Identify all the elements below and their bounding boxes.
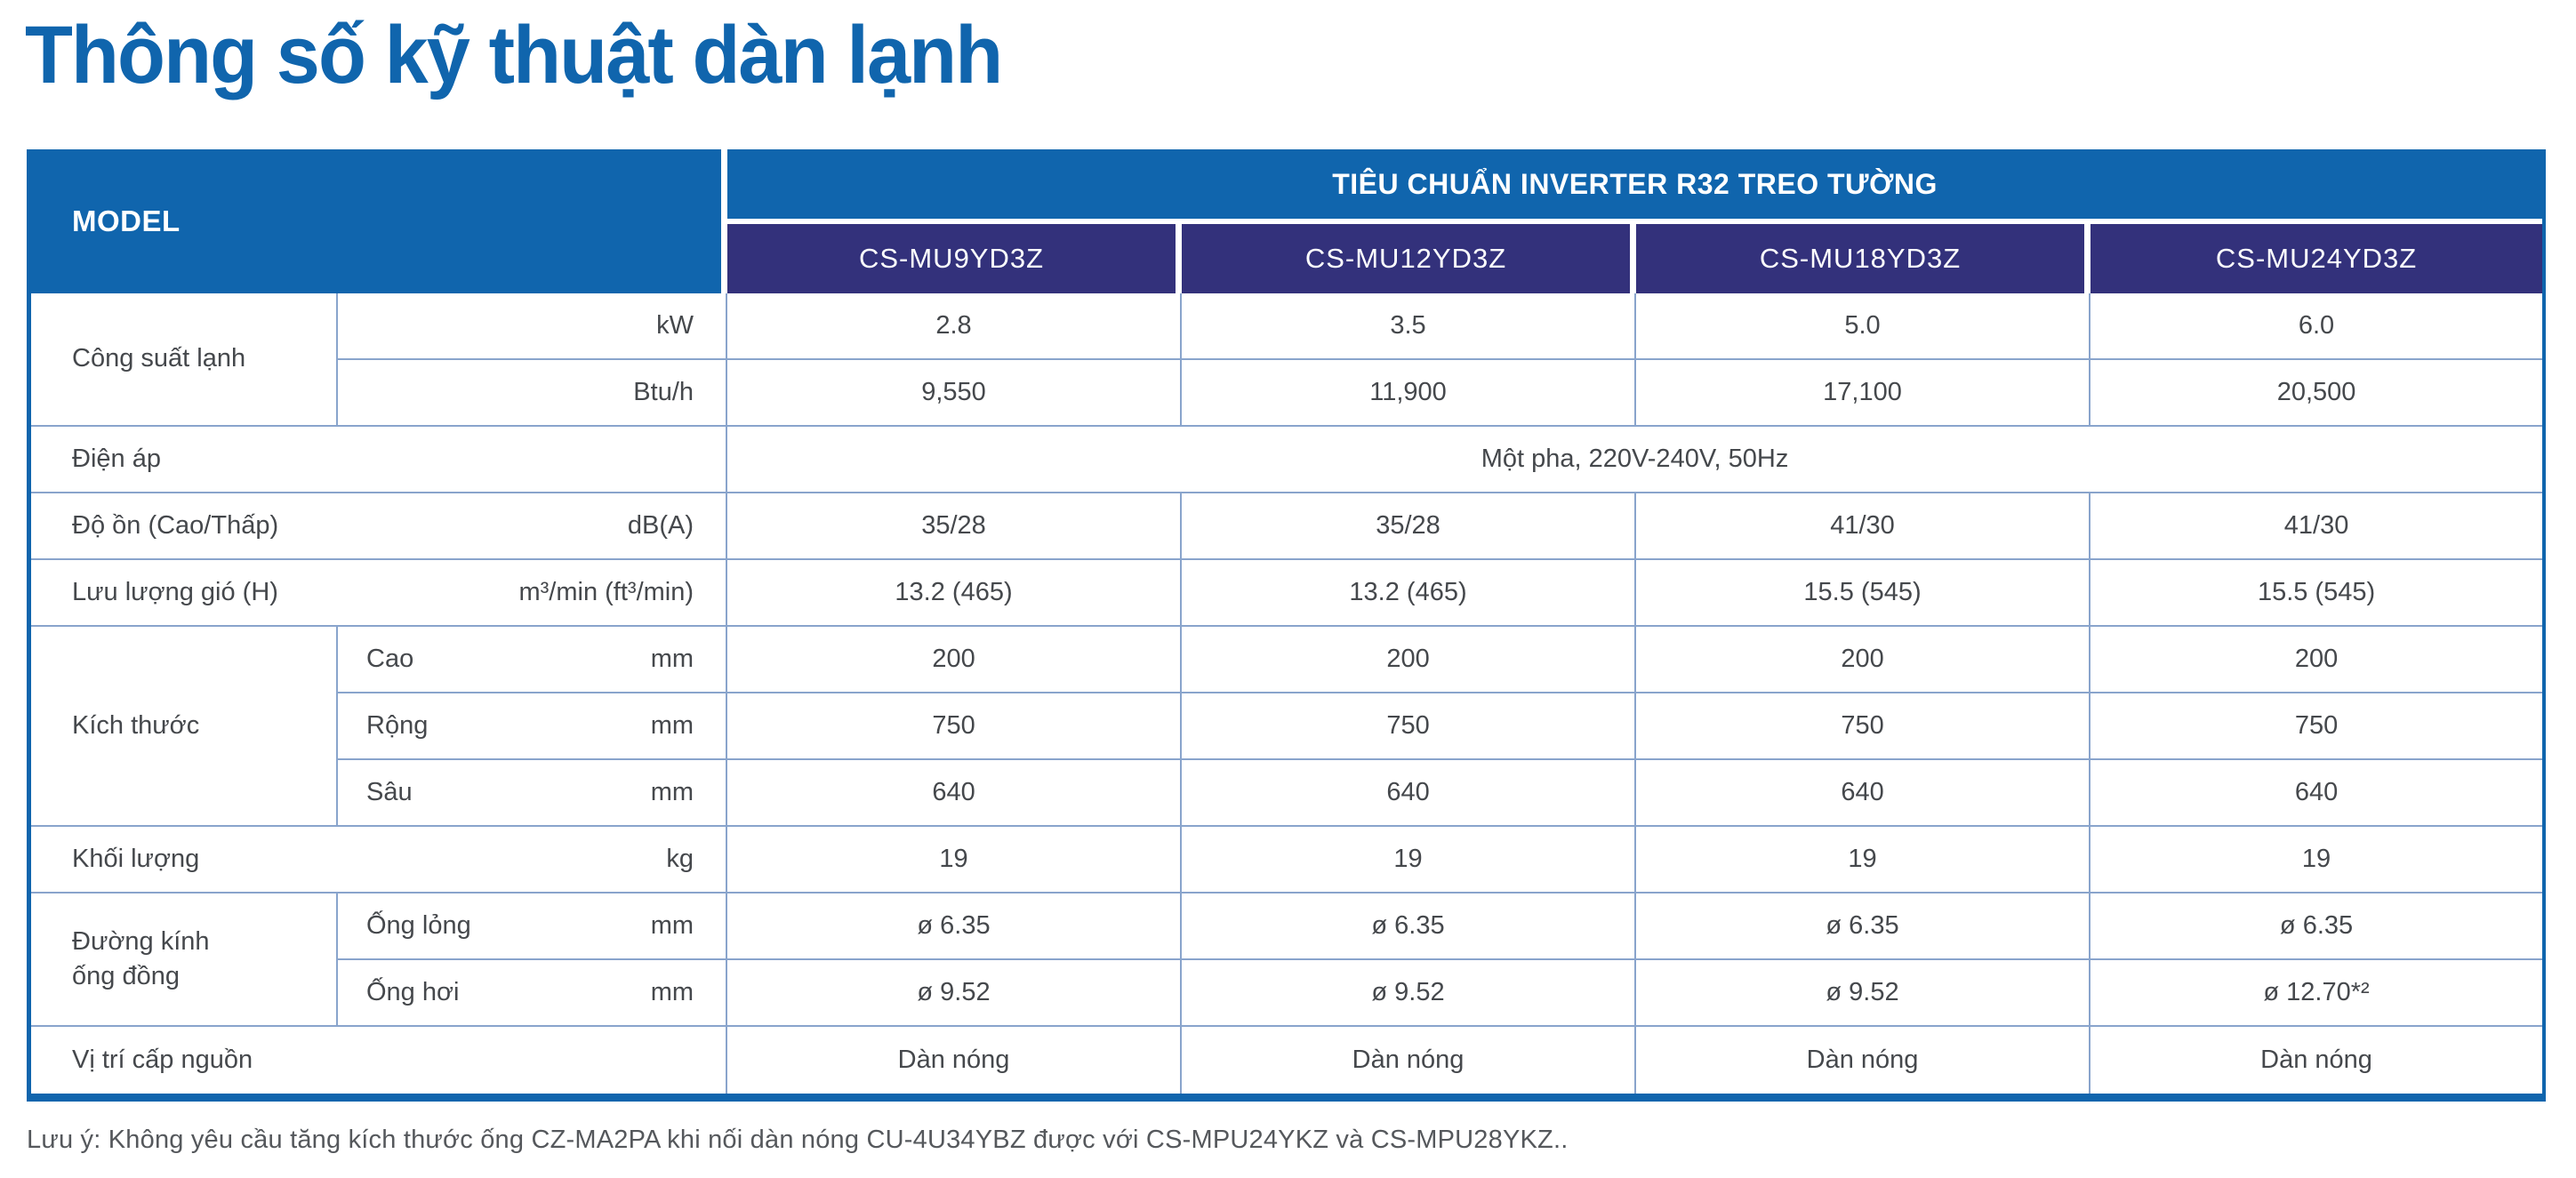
table-row: Công suất lạnh kW 2.8 3.5 5.0 6.0 — [31, 293, 2543, 427]
spec-value: 640 — [727, 760, 1183, 827]
model-column-header: CS-MU24YD3Z — [2090, 224, 2543, 293]
spec-value: 200 — [2090, 627, 2543, 693]
spec-value: ø 6.35 — [727, 894, 1183, 960]
row-sub-label: Ống lỏng mm — [338, 894, 728, 960]
spec-value: 11,900 — [1182, 360, 1637, 427]
spec-value: ø 9.52 — [727, 960, 1183, 1027]
table-row: Khối lượng kg 19 19 19 19 — [31, 827, 2543, 894]
row-sub-label: Sâu mm — [338, 760, 728, 827]
spec-value: 200 — [1636, 627, 2091, 693]
row-sub-label: Cao mm — [338, 627, 728, 693]
page-title: Thông số kỹ thuật dàn lạnh — [25, 10, 1003, 100]
spec-value: 41/30 — [1636, 493, 2091, 560]
row-sub-label-text: Ống hơi — [366, 978, 460, 1006]
row-label-text: Điện áp — [72, 445, 161, 473]
spec-table: MODEL TIÊU CHUẨN INVERTER R32 TREO TƯỜNG… — [27, 149, 2547, 1102]
footnote: Lưu ý: Không yêu cầu tăng kích thước ống… — [27, 1126, 1569, 1154]
table-row: Độ ồn (Cao/Thấp) dB(A) 35/28 35/28 41/30… — [31, 493, 2543, 560]
spec-value: 19 — [2090, 827, 2543, 894]
spec-value: 750 — [1182, 693, 1637, 760]
spec-value: 19 — [1182, 827, 1637, 894]
spec-value: 35/28 — [727, 493, 1183, 560]
table-row: Điện áp Một pha, 220V-240V, 50Hz — [31, 427, 2543, 493]
table-row: Rộng mm 750 750 750 750 — [31, 693, 2543, 760]
row-sub-label-text: Rộng — [366, 711, 429, 740]
spec-value: 13.2 (465) — [727, 560, 1183, 627]
spec-value: 5.0 — [1636, 293, 2091, 360]
spec-value: Dàn nóng — [1182, 1027, 1637, 1094]
spec-value: 200 — [1182, 627, 1637, 693]
row-label-text: Khối lượng — [72, 845, 200, 873]
model-column-header: CS-MU9YD3Z — [727, 224, 1183, 293]
spec-value-span: Một pha, 220V-240V, 50Hz — [727, 427, 2543, 493]
spec-value: 2.8 — [727, 293, 1183, 360]
row-group-label: Công suất lạnh — [31, 293, 338, 427]
spec-value: ø 6.35 — [2090, 894, 2543, 960]
row-unit: mm — [650, 778, 694, 806]
spec-value: ø 6.35 — [1182, 894, 1637, 960]
spec-value: 17,100 — [1636, 360, 2091, 427]
row-label: Điện áp — [31, 427, 728, 493]
table-row: Vị trí cấp nguồn Dàn nóng Dàn nóng Dàn n… — [31, 1027, 2542, 1094]
table-row: Lưu lượng gió (H) m³/min (ft³/min) 13.2 … — [31, 560, 2543, 627]
spec-value: 750 — [727, 693, 1183, 760]
spec-value: Dàn nóng — [1636, 1027, 2091, 1094]
spec-value: 20,500 — [2090, 360, 2543, 427]
spec-value: ø 9.52 — [1636, 960, 2091, 1027]
table-row: Đường kính ống đồng Ống lỏng mm ø 6.35 ø… — [31, 894, 2543, 1027]
spec-value: 640 — [2090, 760, 2543, 827]
row-group-label: Kích thước — [31, 627, 338, 827]
row-unit: kW — [338, 293, 728, 360]
spec-value: 15.5 (545) — [1636, 560, 2091, 627]
spec-value: 13.2 (465) — [1182, 560, 1637, 627]
spec-value: 640 — [1182, 760, 1637, 827]
spec-value: 750 — [2090, 693, 2543, 760]
row-sub-label: Ống hơi mm — [338, 960, 728, 1027]
row-unit: dB(A) — [627, 511, 694, 540]
row-label-text: Lưu lượng gió (H) — [72, 578, 278, 606]
row-label: Khối lượng kg — [31, 827, 728, 894]
row-label-text: Vị trí cấp nguồn — [72, 1046, 253, 1074]
row-sub-label-text: Ống lỏng — [366, 911, 471, 940]
row-label: Vị trí cấp nguồn — [31, 1027, 728, 1094]
spec-value: 640 — [1636, 760, 2091, 827]
spec-value: ø 9.52 — [1182, 960, 1637, 1027]
row-unit: mm — [650, 711, 694, 740]
spec-value: 3.5 — [1182, 293, 1637, 360]
spec-value: 200 — [727, 627, 1183, 693]
spec-value: 41/30 — [2090, 493, 2543, 560]
row-label: Độ ồn (Cao/Thấp) dB(A) — [31, 493, 728, 560]
row-unit: mm — [650, 645, 694, 673]
spec-value: ø 12.70*² — [2090, 960, 2543, 1027]
spec-value: ø 6.35 — [1636, 894, 2091, 960]
row-label: Lưu lượng gió (H) m³/min (ft³/min) — [31, 560, 728, 627]
standard-header-cell: TIÊU CHUẨN INVERTER R32 TREO TƯỜNG — [727, 149, 2543, 224]
table-row: Ống hơi mm ø 9.52 ø 9.52 ø 9.52 ø 12.70*… — [31, 960, 2543, 1027]
row-unit: mm — [650, 978, 694, 1006]
row-sub-label-text: Cao — [366, 645, 414, 673]
model-column-header: CS-MU12YD3Z — [1182, 224, 1637, 293]
spec-value: 19 — [1636, 827, 2091, 894]
row-label-text: Độ ồn (Cao/Thấp) — [72, 511, 279, 540]
row-group-label: Đường kính ống đồng — [31, 894, 338, 1027]
row-unit: Btu/h — [338, 360, 728, 427]
spec-value: Dàn nóng — [727, 1027, 1183, 1094]
spec-value: 19 — [727, 827, 1183, 894]
table-row: Kích thước Cao mm 200 200 200 200 — [31, 627, 2543, 827]
model-header-cell: MODEL — [31, 149, 728, 293]
row-sub-label-text: Sâu — [366, 778, 413, 806]
spec-value: 15.5 (545) — [2090, 560, 2543, 627]
row-sub-label: Rộng mm — [338, 693, 728, 760]
spec-value: 35/28 — [1182, 493, 1637, 560]
spec-value: 750 — [1636, 693, 2091, 760]
row-unit: kg — [666, 845, 694, 873]
spec-value: 6.0 — [2090, 293, 2543, 360]
model-column-header: CS-MU18YD3Z — [1636, 224, 2091, 293]
spec-value: 9,550 — [727, 360, 1183, 427]
table-row: Sâu mm 640 640 640 640 — [31, 760, 2543, 827]
table-row: Btu/h 9,550 11,900 17,100 20,500 — [31, 360, 2543, 427]
row-unit: m³/min (ft³/min) — [518, 578, 694, 606]
spec-value: Dàn nóng — [2260, 1046, 2372, 1074]
row-unit: mm — [650, 911, 694, 940]
